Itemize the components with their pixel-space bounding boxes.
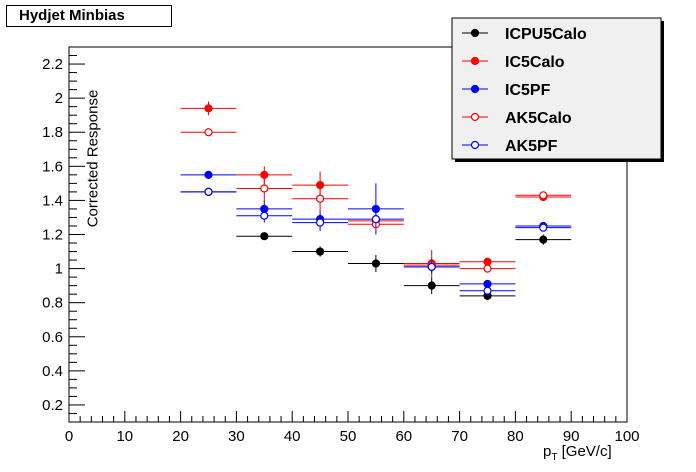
data-point	[483, 286, 492, 295]
y-tick-label: 2	[55, 90, 63, 107]
legend-marker	[470, 56, 480, 66]
data-point	[260, 211, 269, 220]
x-tick-label: 30	[228, 428, 245, 445]
legend-label: AK5PF	[505, 138, 558, 155]
x-tick-label: 40	[284, 428, 301, 445]
x-axis-label: pT [GeV/c]	[543, 443, 612, 463]
data-point	[371, 259, 380, 268]
data-point	[316, 247, 325, 256]
x-tick-label: 50	[340, 428, 357, 445]
data-point	[371, 215, 380, 224]
data-point	[316, 218, 325, 227]
data-point	[204, 187, 213, 196]
x-tick-label: 10	[116, 428, 133, 445]
y-tick-label: 1.6	[42, 158, 63, 175]
data-point	[539, 223, 548, 232]
x-axis-label-main: p	[543, 443, 552, 460]
x-axis: 0 10 20 30 40 50 60 70 80 90 100	[65, 411, 640, 445]
data-point	[427, 281, 436, 290]
x-tick-label: 0	[65, 428, 73, 445]
x-tick-label: 90	[563, 428, 580, 445]
x-tick-label: 80	[507, 428, 524, 445]
y-tick-label: 0.6	[42, 329, 63, 346]
legend-marker	[470, 28, 480, 38]
chart-title: Hydjet Minbias	[6, 5, 172, 27]
x-axis-label-subscript: T	[551, 452, 558, 463]
legend-label: AK5Calo	[505, 110, 572, 127]
y-tick-label: 2.2	[42, 56, 63, 73]
y-tick-label: 1.4	[42, 192, 63, 209]
data-point	[204, 128, 213, 137]
data-point	[204, 104, 213, 113]
legend-label: IC5PF	[505, 82, 551, 99]
data-point	[539, 191, 548, 200]
x-tick-label: 20	[172, 428, 189, 445]
y-tick-label: 1.2	[42, 227, 63, 244]
data-point	[316, 194, 325, 203]
x-tick-label: 70	[451, 428, 468, 445]
legend-marker	[470, 84, 480, 94]
data-point	[427, 262, 436, 271]
x-tick-label: 60	[395, 428, 412, 445]
y-tick-label: 1	[55, 261, 63, 278]
data-point	[260, 232, 269, 241]
data-point	[204, 170, 213, 179]
data-point	[260, 184, 269, 193]
series-AK5PF	[180, 187, 572, 296]
y-axis-label: Corrected Response	[84, 89, 102, 228]
legend-label: ICPU5Calo	[505, 26, 587, 43]
data-point	[483, 257, 492, 266]
x-tick-label: 100	[614, 428, 639, 445]
y-tick-label: 0.8	[42, 295, 63, 312]
legend: ICPU5Calo IC5Calo IC5PF AK5Calo AK5PF	[451, 17, 664, 162]
y-tick-label: 0.2	[42, 397, 63, 414]
y-tick-label: 0.4	[42, 363, 63, 380]
legend-marker	[470, 112, 480, 122]
data-point	[483, 264, 492, 273]
x-axis-label-unit: [GeV/c]	[557, 443, 612, 460]
y-tick-label: 1.8	[42, 124, 63, 141]
y-axis: 0.2 0.4 0.6 0.8 1 1.2 1.4 1.6 1.8 2 2.2	[42, 46, 85, 414]
data-points	[180, 101, 572, 300]
legend-label: IC5Calo	[505, 54, 565, 71]
data-point	[539, 235, 548, 244]
legend-marker	[470, 140, 480, 150]
